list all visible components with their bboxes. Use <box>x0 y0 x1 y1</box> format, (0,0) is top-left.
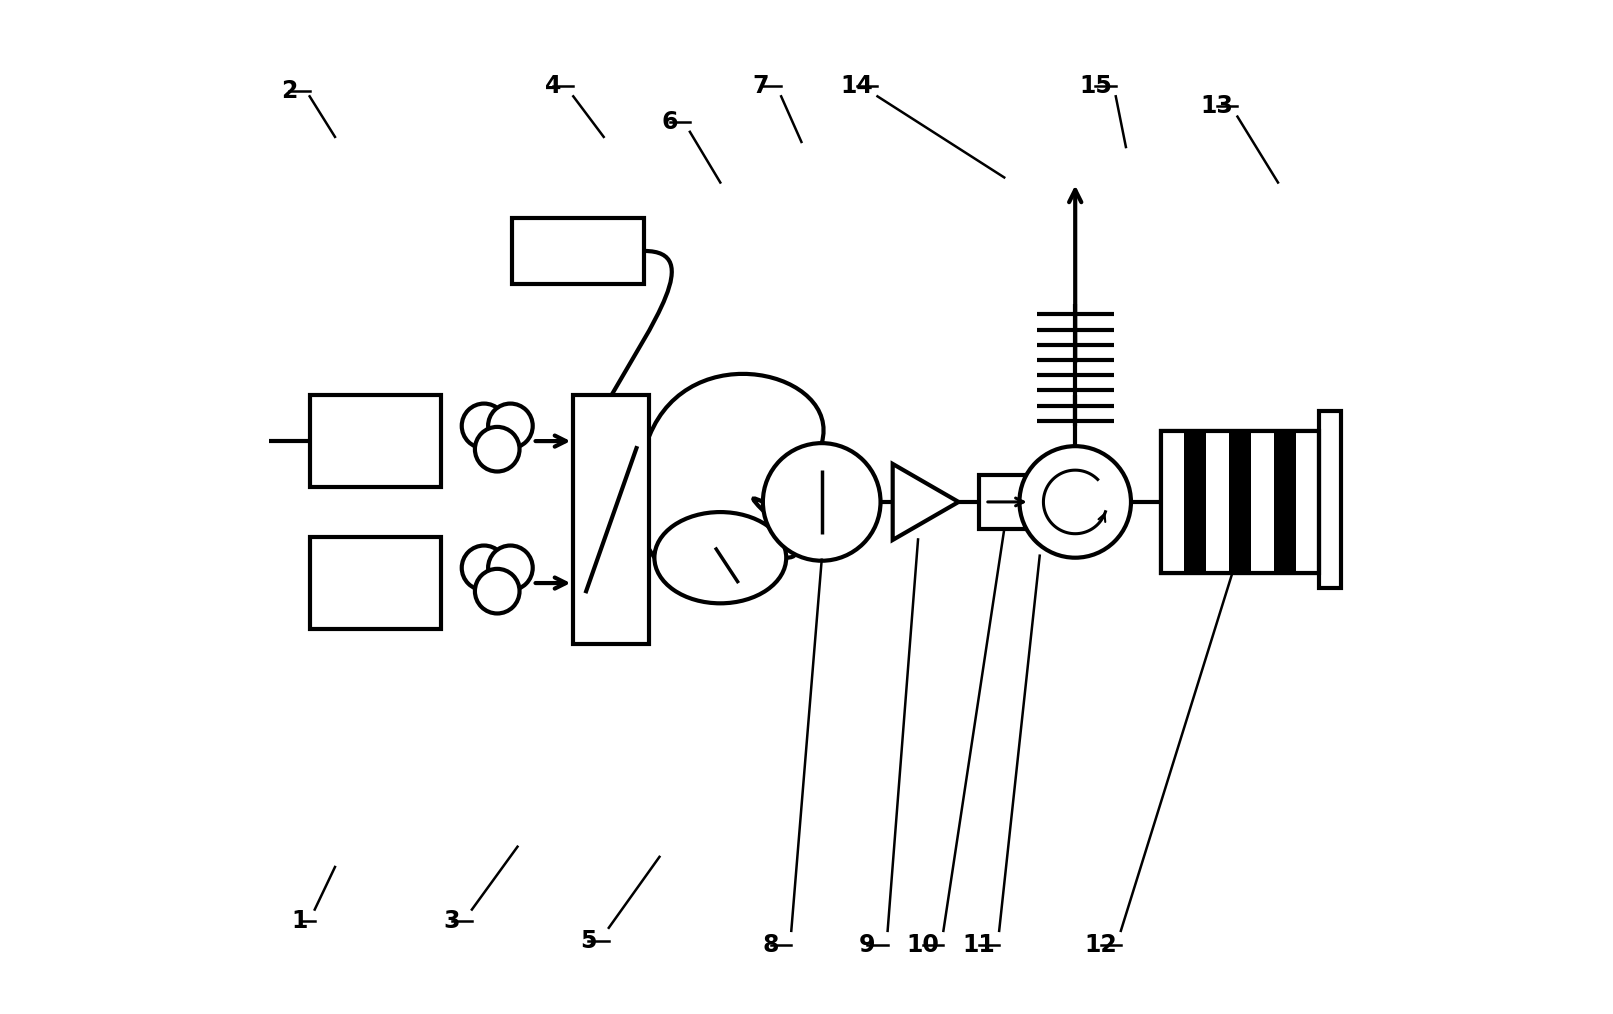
Polygon shape <box>892 464 958 539</box>
Text: 8: 8 <box>763 933 779 957</box>
Text: 6: 6 <box>661 110 677 134</box>
Bar <box>1184 431 1207 573</box>
Text: 11: 11 <box>963 933 995 957</box>
Text: 10: 10 <box>907 933 939 957</box>
Text: 3: 3 <box>444 909 460 933</box>
Circle shape <box>763 443 881 561</box>
Circle shape <box>474 427 519 472</box>
Text: 5: 5 <box>581 929 597 953</box>
Bar <box>1161 431 1184 573</box>
Circle shape <box>474 569 519 613</box>
Text: 7: 7 <box>753 74 769 98</box>
Circle shape <box>489 546 532 590</box>
Bar <box>1161 431 1318 573</box>
Bar <box>1297 431 1318 573</box>
Bar <box>573 395 650 644</box>
Text: 13: 13 <box>1200 94 1234 119</box>
Text: 14: 14 <box>840 74 874 98</box>
Text: 12: 12 <box>1084 933 1116 957</box>
Bar <box>1207 431 1229 573</box>
Text: 15: 15 <box>1079 74 1111 98</box>
Text: 4: 4 <box>545 74 561 98</box>
Ellipse shape <box>655 512 786 603</box>
Bar <box>1252 431 1274 573</box>
Bar <box>1274 431 1297 573</box>
Bar <box>1161 431 1318 573</box>
Circle shape <box>1019 446 1131 558</box>
Circle shape <box>461 546 506 590</box>
Text: 1: 1 <box>292 909 308 933</box>
Bar <box>513 218 644 284</box>
Bar <box>1229 431 1252 573</box>
Circle shape <box>461 404 506 448</box>
Text: 2: 2 <box>281 79 297 103</box>
Bar <box>979 475 1034 529</box>
Text: 9: 9 <box>860 933 876 957</box>
Bar <box>1318 411 1340 588</box>
Bar <box>310 395 442 487</box>
Bar <box>310 537 442 629</box>
Circle shape <box>489 404 532 448</box>
